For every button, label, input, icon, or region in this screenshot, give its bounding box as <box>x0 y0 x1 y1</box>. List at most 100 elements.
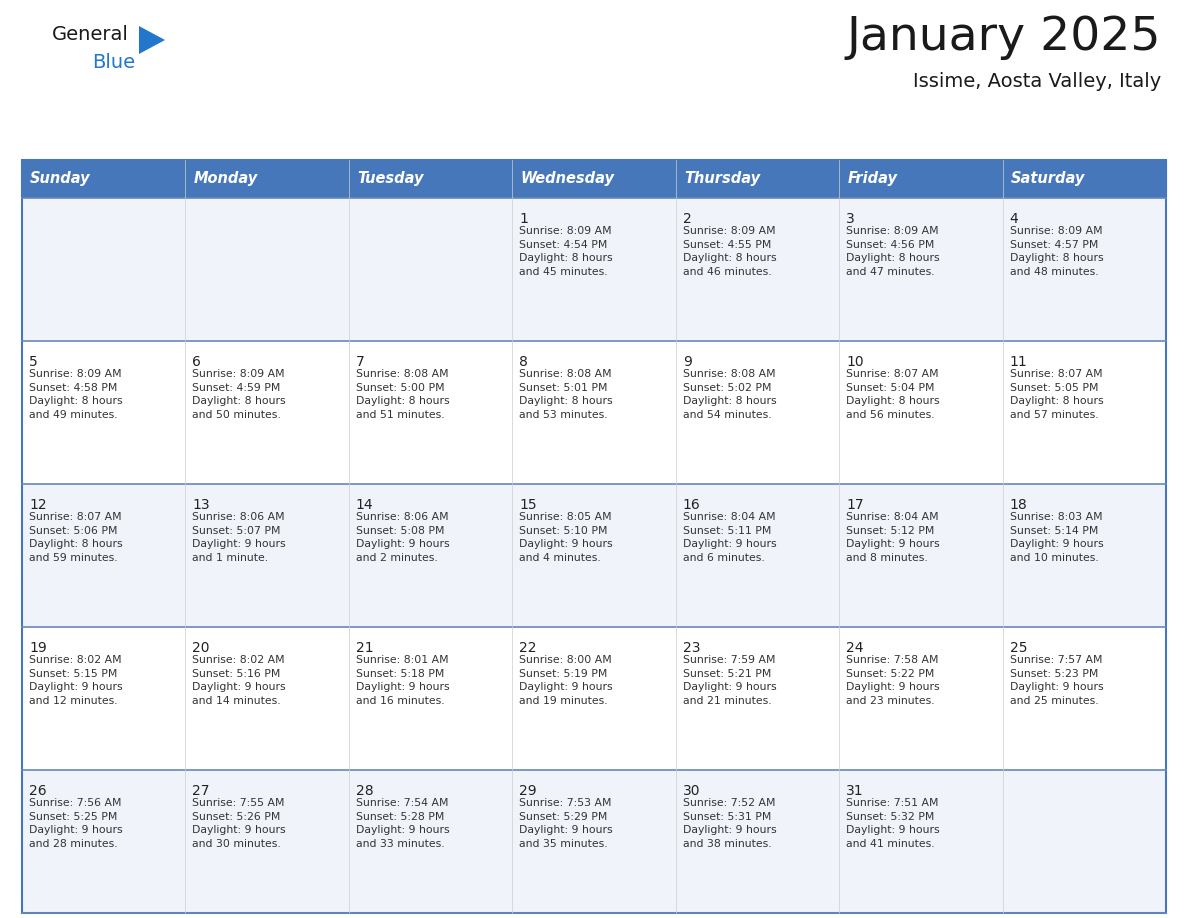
Text: Blue: Blue <box>91 53 135 72</box>
Text: 1: 1 <box>519 212 529 226</box>
Bar <box>839 627 1003 770</box>
Bar <box>839 770 1003 913</box>
Text: Sunrise: 7:59 AM
Sunset: 5:21 PM
Daylight: 9 hours
and 21 minutes.: Sunrise: 7:59 AM Sunset: 5:21 PM Dayligh… <box>683 655 776 706</box>
Text: Sunrise: 7:52 AM
Sunset: 5:31 PM
Daylight: 9 hours
and 38 minutes.: Sunrise: 7:52 AM Sunset: 5:31 PM Dayligh… <box>683 798 776 849</box>
Bar <box>1003 484 1165 627</box>
Bar <box>185 341 349 484</box>
Bar <box>676 770 839 913</box>
Text: Sunrise: 8:08 AM
Sunset: 5:02 PM
Daylight: 8 hours
and 54 minutes.: Sunrise: 8:08 AM Sunset: 5:02 PM Dayligh… <box>683 369 776 420</box>
Bar <box>1003 160 1165 198</box>
Bar <box>676 341 839 484</box>
Bar <box>185 627 349 770</box>
Bar <box>23 484 185 627</box>
Bar <box>676 627 839 770</box>
Text: 27: 27 <box>192 784 210 798</box>
Bar <box>676 160 839 198</box>
Text: 20: 20 <box>192 641 210 655</box>
Bar <box>349 198 512 341</box>
Text: 7: 7 <box>356 355 365 369</box>
Bar <box>512 160 676 198</box>
Bar <box>185 484 349 627</box>
Text: 13: 13 <box>192 498 210 512</box>
Text: Sunrise: 8:01 AM
Sunset: 5:18 PM
Daylight: 9 hours
and 16 minutes.: Sunrise: 8:01 AM Sunset: 5:18 PM Dayligh… <box>356 655 449 706</box>
Text: Sunrise: 8:09 AM
Sunset: 4:54 PM
Daylight: 8 hours
and 45 minutes.: Sunrise: 8:09 AM Sunset: 4:54 PM Dayligh… <box>519 226 613 277</box>
Text: Sunrise: 8:09 AM
Sunset: 4:56 PM
Daylight: 8 hours
and 47 minutes.: Sunrise: 8:09 AM Sunset: 4:56 PM Dayligh… <box>846 226 940 277</box>
Bar <box>1003 770 1165 913</box>
Text: Sunrise: 7:57 AM
Sunset: 5:23 PM
Daylight: 9 hours
and 25 minutes.: Sunrise: 7:57 AM Sunset: 5:23 PM Dayligh… <box>1010 655 1104 706</box>
Bar <box>676 484 839 627</box>
Bar <box>512 341 676 484</box>
Text: 5: 5 <box>29 355 38 369</box>
Text: Sunrise: 7:53 AM
Sunset: 5:29 PM
Daylight: 9 hours
and 35 minutes.: Sunrise: 7:53 AM Sunset: 5:29 PM Dayligh… <box>519 798 613 849</box>
Bar <box>23 198 185 341</box>
Text: Sunrise: 7:51 AM
Sunset: 5:32 PM
Daylight: 9 hours
and 41 minutes.: Sunrise: 7:51 AM Sunset: 5:32 PM Dayligh… <box>846 798 940 849</box>
Text: 10: 10 <box>846 355 864 369</box>
Text: Sunrise: 8:09 AM
Sunset: 4:58 PM
Daylight: 8 hours
and 49 minutes.: Sunrise: 8:09 AM Sunset: 4:58 PM Dayligh… <box>29 369 122 420</box>
Text: Monday: Monday <box>194 172 258 186</box>
Text: 31: 31 <box>846 784 864 798</box>
Text: Sunrise: 7:55 AM
Sunset: 5:26 PM
Daylight: 9 hours
and 30 minutes.: Sunrise: 7:55 AM Sunset: 5:26 PM Dayligh… <box>192 798 286 849</box>
Text: January 2025: January 2025 <box>847 15 1161 60</box>
Bar <box>185 198 349 341</box>
Bar <box>349 770 512 913</box>
Text: Sunrise: 8:08 AM
Sunset: 5:01 PM
Daylight: 8 hours
and 53 minutes.: Sunrise: 8:08 AM Sunset: 5:01 PM Dayligh… <box>519 369 613 420</box>
Bar <box>1003 627 1165 770</box>
Text: 26: 26 <box>29 784 46 798</box>
Text: Sunrise: 8:06 AM
Sunset: 5:07 PM
Daylight: 9 hours
and 1 minute.: Sunrise: 8:06 AM Sunset: 5:07 PM Dayligh… <box>192 512 286 563</box>
Text: Issime, Aosta Valley, Italy: Issime, Aosta Valley, Italy <box>912 72 1161 91</box>
Text: Sunrise: 8:05 AM
Sunset: 5:10 PM
Daylight: 9 hours
and 4 minutes.: Sunrise: 8:05 AM Sunset: 5:10 PM Dayligh… <box>519 512 613 563</box>
Text: 2: 2 <box>683 212 691 226</box>
Text: 14: 14 <box>356 498 373 512</box>
Bar <box>349 160 512 198</box>
Text: General: General <box>52 25 128 44</box>
Text: 30: 30 <box>683 784 700 798</box>
Bar <box>512 484 676 627</box>
Text: 23: 23 <box>683 641 700 655</box>
Text: 19: 19 <box>29 641 46 655</box>
Text: Sunrise: 8:09 AM
Sunset: 4:55 PM
Daylight: 8 hours
and 46 minutes.: Sunrise: 8:09 AM Sunset: 4:55 PM Dayligh… <box>683 226 776 277</box>
Bar <box>839 484 1003 627</box>
Bar <box>349 484 512 627</box>
Bar <box>839 198 1003 341</box>
Bar <box>23 160 185 198</box>
Text: 25: 25 <box>1010 641 1028 655</box>
Bar <box>512 770 676 913</box>
Text: Sunrise: 7:58 AM
Sunset: 5:22 PM
Daylight: 9 hours
and 23 minutes.: Sunrise: 7:58 AM Sunset: 5:22 PM Dayligh… <box>846 655 940 706</box>
Text: Sunrise: 8:09 AM
Sunset: 4:59 PM
Daylight: 8 hours
and 50 minutes.: Sunrise: 8:09 AM Sunset: 4:59 PM Dayligh… <box>192 369 286 420</box>
Bar <box>1003 198 1165 341</box>
Text: 18: 18 <box>1010 498 1028 512</box>
Text: 8: 8 <box>519 355 529 369</box>
Bar <box>512 198 676 341</box>
Text: 9: 9 <box>683 355 691 369</box>
Bar <box>839 160 1003 198</box>
Text: Sunrise: 7:54 AM
Sunset: 5:28 PM
Daylight: 9 hours
and 33 minutes.: Sunrise: 7:54 AM Sunset: 5:28 PM Dayligh… <box>356 798 449 849</box>
Text: Sunrise: 8:00 AM
Sunset: 5:19 PM
Daylight: 9 hours
and 19 minutes.: Sunrise: 8:00 AM Sunset: 5:19 PM Dayligh… <box>519 655 613 706</box>
Text: Sunrise: 8:03 AM
Sunset: 5:14 PM
Daylight: 9 hours
and 10 minutes.: Sunrise: 8:03 AM Sunset: 5:14 PM Dayligh… <box>1010 512 1104 563</box>
Text: Thursday: Thursday <box>684 172 760 186</box>
Bar <box>23 160 1165 913</box>
Text: 28: 28 <box>356 784 373 798</box>
Text: Sunday: Sunday <box>30 172 90 186</box>
Text: Sunrise: 8:07 AM
Sunset: 5:06 PM
Daylight: 8 hours
and 59 minutes.: Sunrise: 8:07 AM Sunset: 5:06 PM Dayligh… <box>29 512 122 563</box>
Bar <box>1003 341 1165 484</box>
Text: Sunrise: 8:08 AM
Sunset: 5:00 PM
Daylight: 8 hours
and 51 minutes.: Sunrise: 8:08 AM Sunset: 5:00 PM Dayligh… <box>356 369 449 420</box>
Text: Sunrise: 8:07 AM
Sunset: 5:04 PM
Daylight: 8 hours
and 56 minutes.: Sunrise: 8:07 AM Sunset: 5:04 PM Dayligh… <box>846 369 940 420</box>
Text: 21: 21 <box>356 641 373 655</box>
Text: Sunrise: 8:04 AM
Sunset: 5:11 PM
Daylight: 9 hours
and 6 minutes.: Sunrise: 8:04 AM Sunset: 5:11 PM Dayligh… <box>683 512 776 563</box>
Text: Wednesday: Wednesday <box>520 172 614 186</box>
Text: Sunrise: 8:04 AM
Sunset: 5:12 PM
Daylight: 9 hours
and 8 minutes.: Sunrise: 8:04 AM Sunset: 5:12 PM Dayligh… <box>846 512 940 563</box>
Text: 12: 12 <box>29 498 46 512</box>
Text: Saturday: Saturday <box>1011 172 1085 186</box>
Text: 22: 22 <box>519 641 537 655</box>
Bar <box>349 627 512 770</box>
Text: 4: 4 <box>1010 212 1018 226</box>
Text: 6: 6 <box>192 355 201 369</box>
Bar <box>349 341 512 484</box>
Text: Sunrise: 7:56 AM
Sunset: 5:25 PM
Daylight: 9 hours
and 28 minutes.: Sunrise: 7:56 AM Sunset: 5:25 PM Dayligh… <box>29 798 122 849</box>
Bar <box>676 198 839 341</box>
Text: 29: 29 <box>519 784 537 798</box>
Text: 16: 16 <box>683 498 701 512</box>
Text: Sunrise: 8:06 AM
Sunset: 5:08 PM
Daylight: 9 hours
and 2 minutes.: Sunrise: 8:06 AM Sunset: 5:08 PM Dayligh… <box>356 512 449 563</box>
Bar <box>839 341 1003 484</box>
Text: 3: 3 <box>846 212 855 226</box>
